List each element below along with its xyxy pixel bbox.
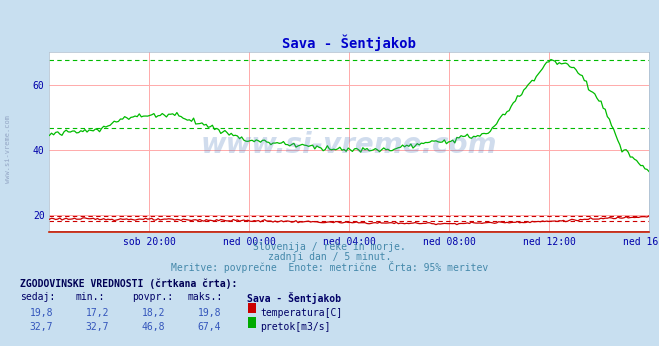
- Text: Sava - Šentjakob: Sava - Šentjakob: [247, 292, 341, 304]
- Text: 19,8: 19,8: [30, 308, 53, 318]
- Text: 32,7: 32,7: [30, 322, 53, 333]
- Text: Slovenija / reke in morje.: Slovenija / reke in morje.: [253, 242, 406, 252]
- Text: pretok[m3/s]: pretok[m3/s]: [260, 322, 331, 333]
- Text: povpr.:: povpr.:: [132, 292, 173, 302]
- Text: ZGODOVINSKE VREDNOSTI (črtkana črta):: ZGODOVINSKE VREDNOSTI (črtkana črta):: [20, 279, 237, 289]
- Text: 46,8: 46,8: [142, 322, 165, 333]
- Text: www.si-vreme.com: www.si-vreme.com: [5, 115, 11, 183]
- Text: 17,2: 17,2: [86, 308, 109, 318]
- Text: Meritve: povprečne  Enote: metrične  Črta: 95% meritev: Meritve: povprečne Enote: metrične Črta:…: [171, 261, 488, 273]
- Text: 67,4: 67,4: [198, 322, 221, 333]
- Text: sedaj:: sedaj:: [20, 292, 55, 302]
- Text: www.si-vreme.com: www.si-vreme.com: [201, 131, 498, 160]
- Text: 32,7: 32,7: [86, 322, 109, 333]
- Text: maks.:: maks.:: [188, 292, 223, 302]
- Title: Sava - Šentjakob: Sava - Šentjakob: [282, 34, 416, 51]
- Text: min.:: min.:: [76, 292, 105, 302]
- Text: zadnji dan / 5 minut.: zadnji dan / 5 minut.: [268, 252, 391, 262]
- Text: 18,2: 18,2: [142, 308, 165, 318]
- Text: 19,8: 19,8: [198, 308, 221, 318]
- Text: temperatura[C]: temperatura[C]: [260, 308, 343, 318]
